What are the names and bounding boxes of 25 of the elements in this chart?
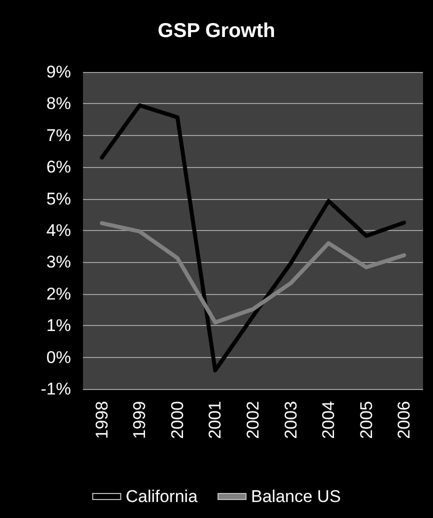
y-tick-label: 5% xyxy=(46,189,71,208)
x-tick-label: 2006 xyxy=(394,401,414,439)
x-tick-label: 2004 xyxy=(319,401,338,439)
x-tick-label: 2005 xyxy=(356,401,376,439)
y-tick-label: 1% xyxy=(46,316,71,336)
y-tick-label: 8% xyxy=(46,94,71,114)
legend-label: California xyxy=(126,487,198,506)
y-tick-label: 4% xyxy=(46,221,71,240)
y-tick-label: 6% xyxy=(46,158,71,177)
line-series xyxy=(100,103,406,372)
x-tick-label: 2002 xyxy=(244,401,262,439)
chart-title: GSP Growth xyxy=(158,20,276,42)
y-tick-label: 2% xyxy=(46,284,71,304)
x-tick-label: 1998 xyxy=(92,401,112,439)
y-tick-label: 0% xyxy=(46,348,71,367)
line-series xyxy=(100,221,406,324)
y-tick-label: -1% xyxy=(40,380,71,398)
x-tick-label: 2001 xyxy=(206,401,225,439)
x-tick-label: 2003 xyxy=(281,401,300,439)
x-tick-label: 1999 xyxy=(130,401,150,439)
x-tick-label: 2000 xyxy=(168,401,187,439)
y-tick-label: 9% xyxy=(46,62,71,82)
y-tick-label: 3% xyxy=(46,252,71,272)
y-tick-label: 7% xyxy=(46,126,71,145)
legend-label: Balance US xyxy=(251,487,341,506)
